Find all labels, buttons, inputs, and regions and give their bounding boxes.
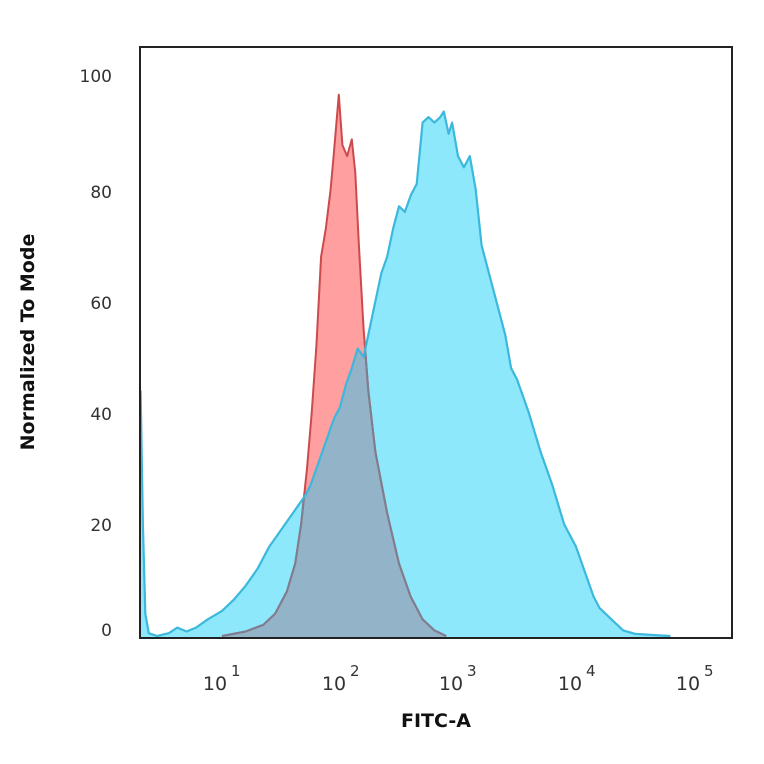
x-tick-exponent: 4: [586, 662, 596, 680]
x-tick-label: 10: [322, 673, 346, 695]
x-tick-label: 10: [558, 673, 582, 695]
x-axis-title: FITC-A: [401, 710, 471, 732]
x-tick-exponent: 5: [704, 662, 714, 680]
x-tick-label: 10: [439, 673, 463, 695]
sample-histogram-outline: [141, 110, 671, 638]
x-tick-exponent: 2: [350, 662, 360, 680]
y-tick-label: 100: [80, 67, 112, 87]
x-tick-exponent: 3: [467, 662, 477, 680]
y-tick-label: 60: [90, 294, 112, 314]
y-tick-label: 0: [101, 621, 112, 641]
plot-frame: [139, 46, 733, 639]
x-axis-ticks: 10 1 10 2 10 3 10 4 10 5: [203, 662, 714, 695]
control-histogram-fill: [222, 94, 447, 637]
y-axis-title: Normalized To Mode: [17, 234, 39, 451]
sample-histogram-fill: [141, 111, 671, 637]
x-tick-label: 10: [203, 673, 227, 695]
y-tick-label: 40: [90, 405, 112, 425]
y-axis-ticks: 100 80 60 40 20 0: [80, 67, 112, 641]
plot-area: [141, 93, 671, 638]
x-tick-label: 10: [676, 673, 700, 695]
y-tick-label: 20: [90, 516, 112, 536]
overlap-outline: [221, 111, 447, 637]
x-tick-exponent: 1: [231, 662, 241, 680]
y-tick-label: 80: [90, 183, 112, 203]
